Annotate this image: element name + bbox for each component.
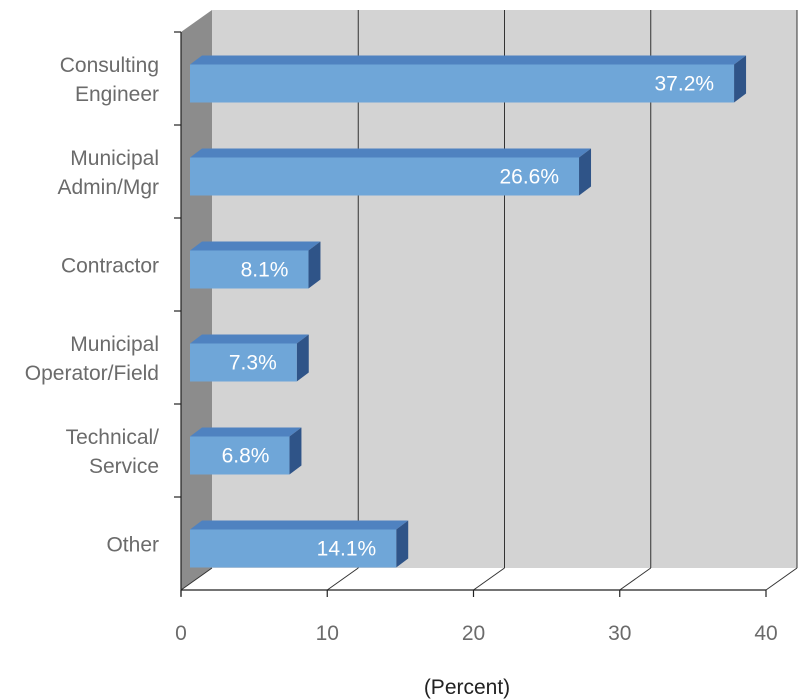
bar-side	[396, 520, 409, 568]
category-label-line: Operator/Field	[25, 362, 159, 385]
floor-gridline	[326, 567, 359, 591]
x-axis-title: (Percent)	[424, 676, 510, 699]
bar-value-label: 8.1%	[241, 259, 289, 282]
bar-side	[734, 55, 747, 103]
tick-labels: 0 10 20 30 40	[175, 622, 778, 645]
bar-value-label: 14.1%	[317, 538, 377, 561]
bar-top	[190, 241, 321, 251]
category-label: Consulting Engineer	[60, 54, 159, 106]
bar-value-label: 6.8%	[222, 445, 270, 468]
category-label: Contractor	[61, 255, 159, 278]
category-label-line: Municipal	[70, 147, 159, 170]
bar-side	[308, 241, 321, 289]
bar-side	[289, 427, 302, 475]
bar-front	[190, 250, 309, 289]
category-label: Other	[106, 534, 159, 557]
category-label-line: Technical/	[66, 426, 160, 449]
category-label: Municipal Admin/Mgr	[57, 147, 159, 199]
bar-top	[190, 55, 747, 65]
bar-front	[190, 436, 290, 475]
bar-top	[190, 334, 309, 344]
floor-gridline	[180, 567, 213, 591]
bar-front	[190, 343, 297, 382]
category-label-line: Service	[89, 455, 159, 478]
bar: 7.3%	[190, 334, 309, 382]
axes	[174, 31, 767, 597]
bar-front	[190, 529, 397, 568]
bar-side	[579, 148, 592, 196]
category-label-line: Consulting	[60, 54, 159, 77]
category-labels: Consulting Engineer Municipal Admin/Mgr Cont…	[25, 54, 159, 557]
category-label-line: Other	[106, 534, 159, 557]
floor-gridline	[619, 567, 652, 591]
x-tick-label: 20	[462, 622, 485, 645]
category-label: Municipal Operator/Field	[25, 333, 159, 385]
bar-top	[190, 148, 592, 158]
gridlines	[180, 10, 798, 591]
x-tick-label: 30	[608, 622, 631, 645]
bars: 37.2% 26.6% 8.1% 7.3% 6.8% 14.1%	[190, 55, 747, 568]
bar-side	[296, 334, 309, 382]
x-tick-label: 40	[754, 622, 777, 645]
bar-value-label: 37.2%	[655, 73, 715, 96]
bar: 26.6%	[190, 148, 592, 196]
bar: 37.2%	[190, 55, 747, 103]
bar: 14.1%	[190, 520, 409, 568]
bar-top	[190, 427, 302, 437]
category-label-line: Engineer	[75, 83, 159, 106]
bar-top	[190, 520, 409, 530]
bar-value-label: 26.6%	[499, 166, 559, 189]
bar-front	[190, 64, 735, 103]
floor-gridline	[473, 567, 505, 591]
bar-value-label: 7.3%	[229, 352, 277, 375]
floor-gridline	[765, 567, 798, 591]
bar-front	[190, 157, 580, 196]
x-tick-label: 0	[175, 622, 187, 645]
category-label-line: Admin/Mgr	[57, 176, 159, 199]
bar: 8.1%	[190, 241, 321, 289]
x-tick-label: 10	[316, 622, 339, 645]
category-label-line: Municipal	[70, 333, 159, 356]
category-label-line: Contractor	[61, 255, 159, 278]
category-label: Technical/Service	[66, 426, 160, 478]
bar: 6.8%	[190, 427, 302, 475]
